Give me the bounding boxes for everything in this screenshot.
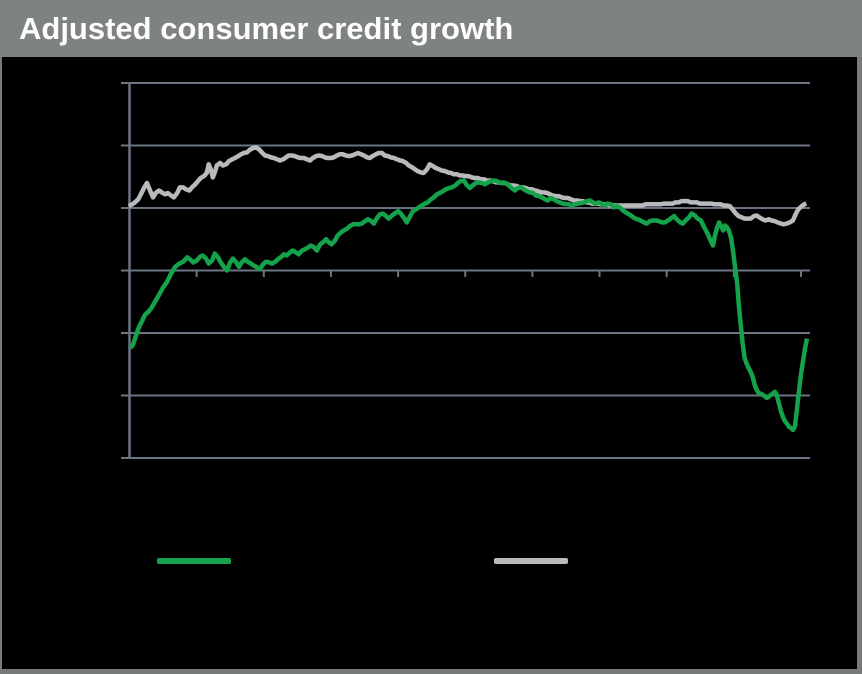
page-title: Adjusted consumer credit growth <box>19 10 514 46</box>
series-gray-line <box>127 145 808 227</box>
header-bar: Adjusted consumer credit growth <box>0 0 862 57</box>
series-green-line <box>128 178 810 433</box>
